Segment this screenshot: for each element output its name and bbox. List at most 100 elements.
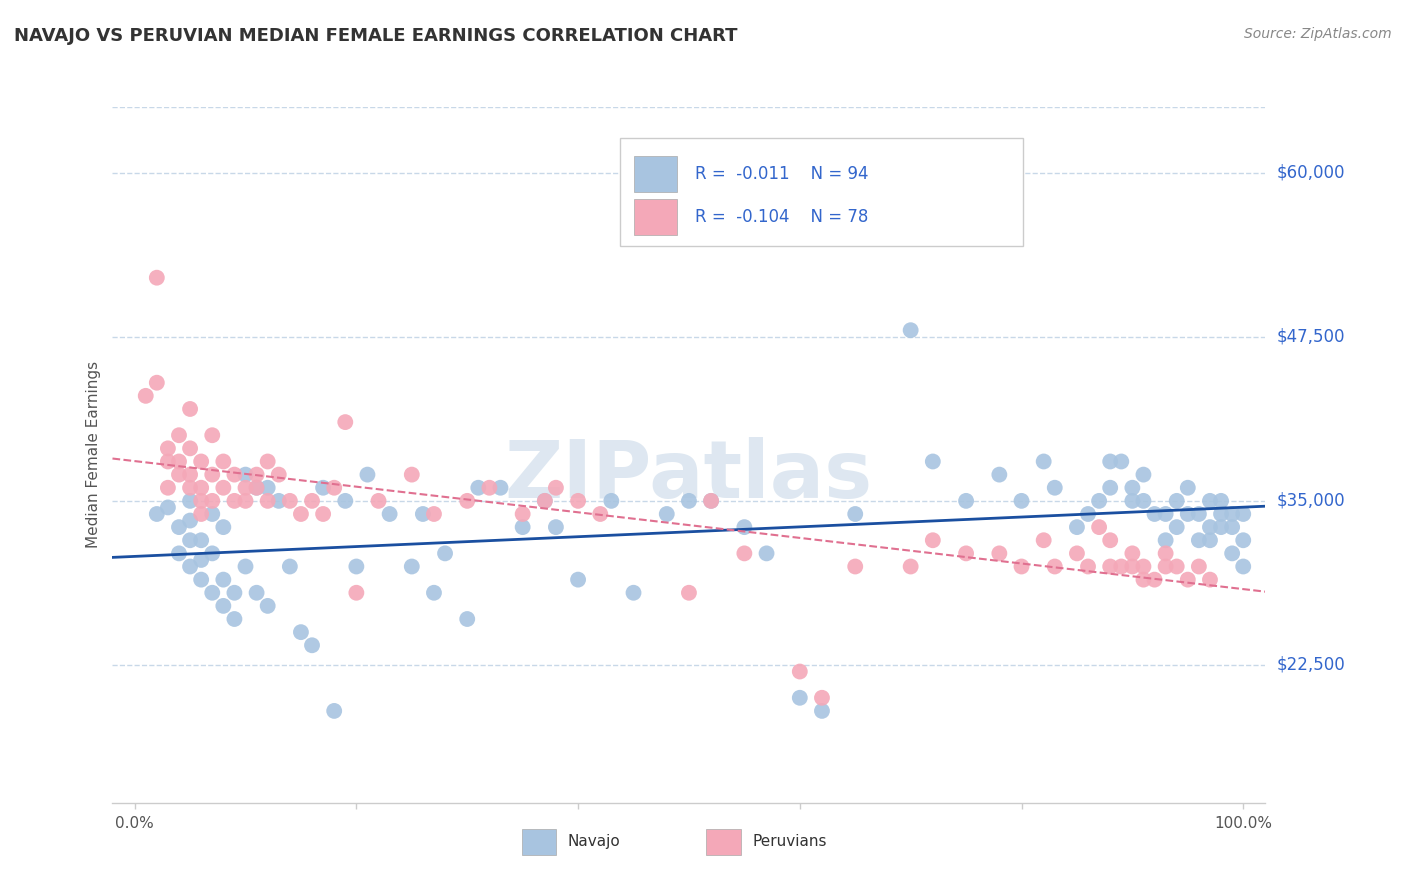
Point — [1099, 481, 1122, 495]
Point — [1209, 494, 1232, 508]
Point — [811, 704, 834, 718]
Point — [179, 514, 201, 528]
Point — [921, 454, 943, 468]
Point — [1166, 559, 1188, 574]
Point — [733, 546, 755, 560]
Point — [190, 507, 212, 521]
Point — [478, 481, 501, 495]
Point — [1132, 573, 1154, 587]
Point — [467, 481, 489, 495]
Point — [1166, 520, 1188, 534]
Point — [655, 507, 678, 521]
Point — [1121, 494, 1143, 508]
Point — [245, 481, 267, 495]
Point — [733, 520, 755, 534]
Point — [135, 389, 157, 403]
Point — [344, 559, 367, 574]
Text: $35,000: $35,000 — [1277, 491, 1346, 510]
Point — [312, 507, 335, 521]
Point — [212, 454, 235, 468]
Point — [844, 507, 866, 521]
Point — [401, 467, 423, 482]
Point — [412, 507, 434, 521]
Point — [256, 494, 278, 508]
Point — [1143, 507, 1166, 521]
Point — [900, 559, 922, 574]
Point — [256, 454, 278, 468]
Point — [1111, 454, 1133, 468]
Point — [1088, 520, 1111, 534]
Point — [245, 467, 267, 482]
Point — [235, 559, 257, 574]
Point — [235, 467, 257, 482]
Point — [512, 520, 534, 534]
Point — [789, 665, 811, 679]
Point — [489, 481, 512, 495]
Point — [212, 520, 235, 534]
Text: 100.0%: 100.0% — [1215, 816, 1272, 831]
Point — [988, 546, 1011, 560]
Point — [335, 494, 357, 508]
Point — [201, 494, 224, 508]
Point — [844, 559, 866, 574]
Point — [1077, 507, 1099, 521]
Point — [344, 586, 367, 600]
FancyBboxPatch shape — [634, 156, 678, 192]
Point — [1099, 533, 1122, 548]
Point — [190, 573, 212, 587]
Point — [301, 638, 323, 652]
Point — [235, 494, 257, 508]
Text: $22,500: $22,500 — [1277, 656, 1346, 674]
Point — [179, 559, 201, 574]
Point — [567, 494, 589, 508]
Point — [290, 507, 312, 521]
Point — [201, 428, 224, 442]
Point — [567, 573, 589, 587]
Point — [1209, 507, 1232, 521]
Point — [156, 481, 179, 495]
Point — [179, 442, 201, 456]
Point — [256, 481, 278, 495]
Point — [190, 454, 212, 468]
Point — [1066, 546, 1088, 560]
Point — [600, 494, 623, 508]
Point — [323, 481, 346, 495]
Point — [1199, 573, 1222, 587]
Point — [589, 507, 612, 521]
FancyBboxPatch shape — [620, 138, 1024, 246]
Text: ZIPatlas: ZIPatlas — [505, 437, 873, 515]
Point — [544, 481, 567, 495]
Text: Peruvians: Peruvians — [752, 834, 827, 849]
Point — [1199, 494, 1222, 508]
Point — [678, 494, 700, 508]
Point — [1121, 546, 1143, 560]
Point — [146, 507, 169, 521]
Point — [201, 467, 224, 482]
Text: $47,500: $47,500 — [1277, 327, 1346, 346]
Point — [212, 481, 235, 495]
Point — [1111, 559, 1133, 574]
Point — [423, 507, 446, 521]
Point — [955, 546, 977, 560]
Point — [235, 481, 257, 495]
Point — [1177, 573, 1199, 587]
Point — [167, 467, 190, 482]
Point — [1232, 559, 1254, 574]
Point — [267, 467, 290, 482]
Text: Source: ZipAtlas.com: Source: ZipAtlas.com — [1244, 27, 1392, 41]
Point — [401, 559, 423, 574]
Point — [1166, 494, 1188, 508]
Point — [1188, 559, 1211, 574]
Point — [367, 494, 389, 508]
Point — [533, 494, 555, 508]
Point — [224, 494, 246, 508]
Point — [179, 494, 201, 508]
FancyBboxPatch shape — [522, 829, 557, 855]
Point — [1154, 507, 1177, 521]
Point — [356, 467, 378, 482]
Point — [1199, 533, 1222, 548]
Point — [1177, 507, 1199, 521]
Point — [1043, 559, 1066, 574]
Point — [1177, 481, 1199, 495]
Point — [179, 467, 201, 482]
